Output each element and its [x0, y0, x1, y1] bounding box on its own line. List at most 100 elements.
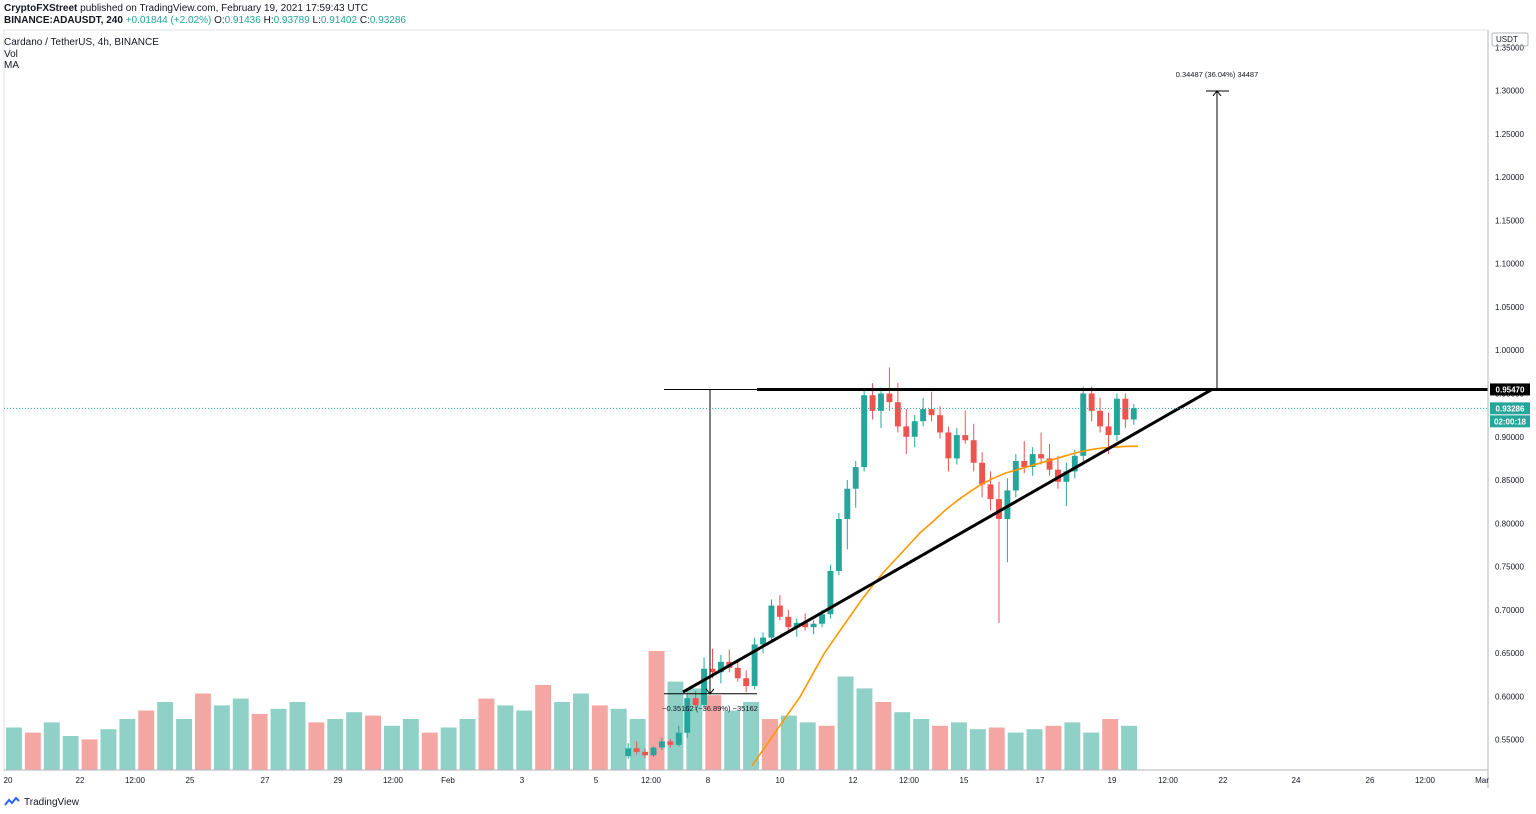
- ascending-trendline[interactable]: [682, 388, 1213, 694]
- candle-body: [903, 426, 910, 437]
- time-tick-label: 12:00: [383, 776, 404, 785]
- candle-body: [953, 435, 960, 459]
- volume-bar: [157, 702, 174, 770]
- volume-bar: [308, 722, 325, 770]
- volume-bar: [43, 722, 60, 770]
- price-tick-label: 1.35000: [1495, 43, 1524, 52]
- candle-body: [701, 668, 707, 706]
- volume-bar: [138, 710, 155, 770]
- price-tick-label: 1.05000: [1495, 303, 1524, 312]
- candle-body: [1088, 393, 1095, 411]
- volume-bar: [780, 715, 797, 770]
- high-value: 0.93789: [273, 15, 310, 26]
- candle-body: [911, 421, 918, 437]
- candle-body: [642, 751, 649, 756]
- candle-body: [709, 668, 716, 673]
- volume-bar: [440, 727, 457, 770]
- close-value: 0.93286: [369, 15, 406, 26]
- candle-body: [734, 667, 741, 679]
- candle-body: [1021, 461, 1028, 468]
- time-tick-label: Mar: [1475, 776, 1489, 785]
- price-tick-label: 0.85000: [1495, 476, 1524, 485]
- price-tick-label: 0.80000: [1495, 519, 1524, 528]
- volume-bar: [951, 722, 967, 770]
- volume-bar: [384, 725, 400, 770]
- volume-bar: [743, 702, 759, 770]
- candle-body: [835, 519, 842, 571]
- candle-body: [928, 409, 935, 416]
- volume-bar: [591, 705, 608, 770]
- volume-bar: [1045, 725, 1062, 770]
- tradingview-logo-icon: [4, 796, 20, 806]
- price-change: +0.01844 (+2.02%): [125, 15, 212, 26]
- resistance-price-tag: [1490, 383, 1530, 396]
- candle-body: [1080, 393, 1087, 456]
- volume-bar: [251, 713, 268, 770]
- price-tick-label: 1.00000: [1495, 346, 1524, 355]
- time-tick-label: 22: [76, 776, 85, 785]
- close-label: C:: [359, 15, 370, 26]
- candle-body: [1004, 490, 1011, 520]
- candle-body: [658, 741, 665, 748]
- candle-body: [937, 415, 943, 433]
- time-tick-label: 17: [1036, 776, 1045, 785]
- candle-body: [1038, 454, 1045, 459]
- time-tick-label: 12: [849, 776, 858, 785]
- time-tick-label: 20: [4, 776, 13, 785]
- high-label: H:: [263, 15, 274, 26]
- candle-body: [743, 678, 750, 687]
- volume-bar: [1026, 729, 1043, 770]
- candle-body: [1063, 471, 1070, 482]
- volume-bar: [402, 719, 419, 770]
- volume-bar: [875, 702, 892, 770]
- time-tick-label: 19: [1108, 776, 1117, 785]
- legend-vol[interactable]: Vol: [4, 49, 18, 60]
- footer: TradingView: [4, 796, 79, 808]
- candle-body: [970, 440, 977, 463]
- last-price-tag-text: 0.93286: [1496, 404, 1525, 413]
- volume-bar: [535, 685, 552, 770]
- time-tick-label: 27: [261, 776, 270, 785]
- price-unit-box[interactable]: [1491, 32, 1529, 47]
- candle-body: [1130, 408, 1137, 420]
- volume-bar: [62, 736, 79, 770]
- volume-bar: [913, 719, 930, 770]
- candle-body: [810, 623, 817, 628]
- price-tick-label: 0.55000: [1495, 736, 1524, 745]
- legend-title[interactable]: Cardano / TetherUS, 4h, BINANCE: [4, 37, 159, 48]
- legend-ma[interactable]: MA: [4, 60, 19, 71]
- candle-body: [1055, 469, 1061, 482]
- time-tick-label: 29: [334, 776, 343, 785]
- candle-body: [1105, 426, 1112, 436]
- volume-bar: [421, 732, 438, 770]
- volume-bar: [232, 698, 249, 770]
- volume-bar: [213, 705, 230, 770]
- volume-bar: [856, 688, 873, 770]
- candle-body: [1071, 455, 1078, 472]
- measure-down-label: −0.35162 (−36.89%) −35162: [662, 704, 758, 713]
- volume-bar: [327, 719, 344, 770]
- price-unit-label: USDT: [1496, 35, 1518, 44]
- candle-body: [751, 644, 758, 687]
- volume-bar: [119, 719, 136, 770]
- candle-body: [878, 393, 884, 411]
- symbol-line: BINANCE:ADAUSDT, 240: [4, 15, 123, 26]
- volume-bar: [270, 708, 287, 770]
- time-tick-label: 22: [1219, 776, 1228, 785]
- volume-bar: [365, 715, 381, 770]
- candle-body: [1113, 398, 1120, 436]
- volume-bar: [478, 698, 495, 770]
- candle-body: [869, 395, 876, 411]
- price-tick-label: 0.90000: [1495, 433, 1524, 442]
- volume-bar: [346, 712, 363, 770]
- volume-bar: [894, 712, 911, 770]
- volume-bar: [1064, 722, 1081, 770]
- footer-brand: TradingView: [24, 796, 80, 808]
- time-tick-label: 12:00: [899, 776, 920, 785]
- candle-body: [793, 622, 800, 628]
- candle-body: [920, 409, 927, 422]
- volume-bar: [969, 729, 986, 770]
- volume-bar: [24, 732, 41, 770]
- candle-body: [650, 747, 657, 756]
